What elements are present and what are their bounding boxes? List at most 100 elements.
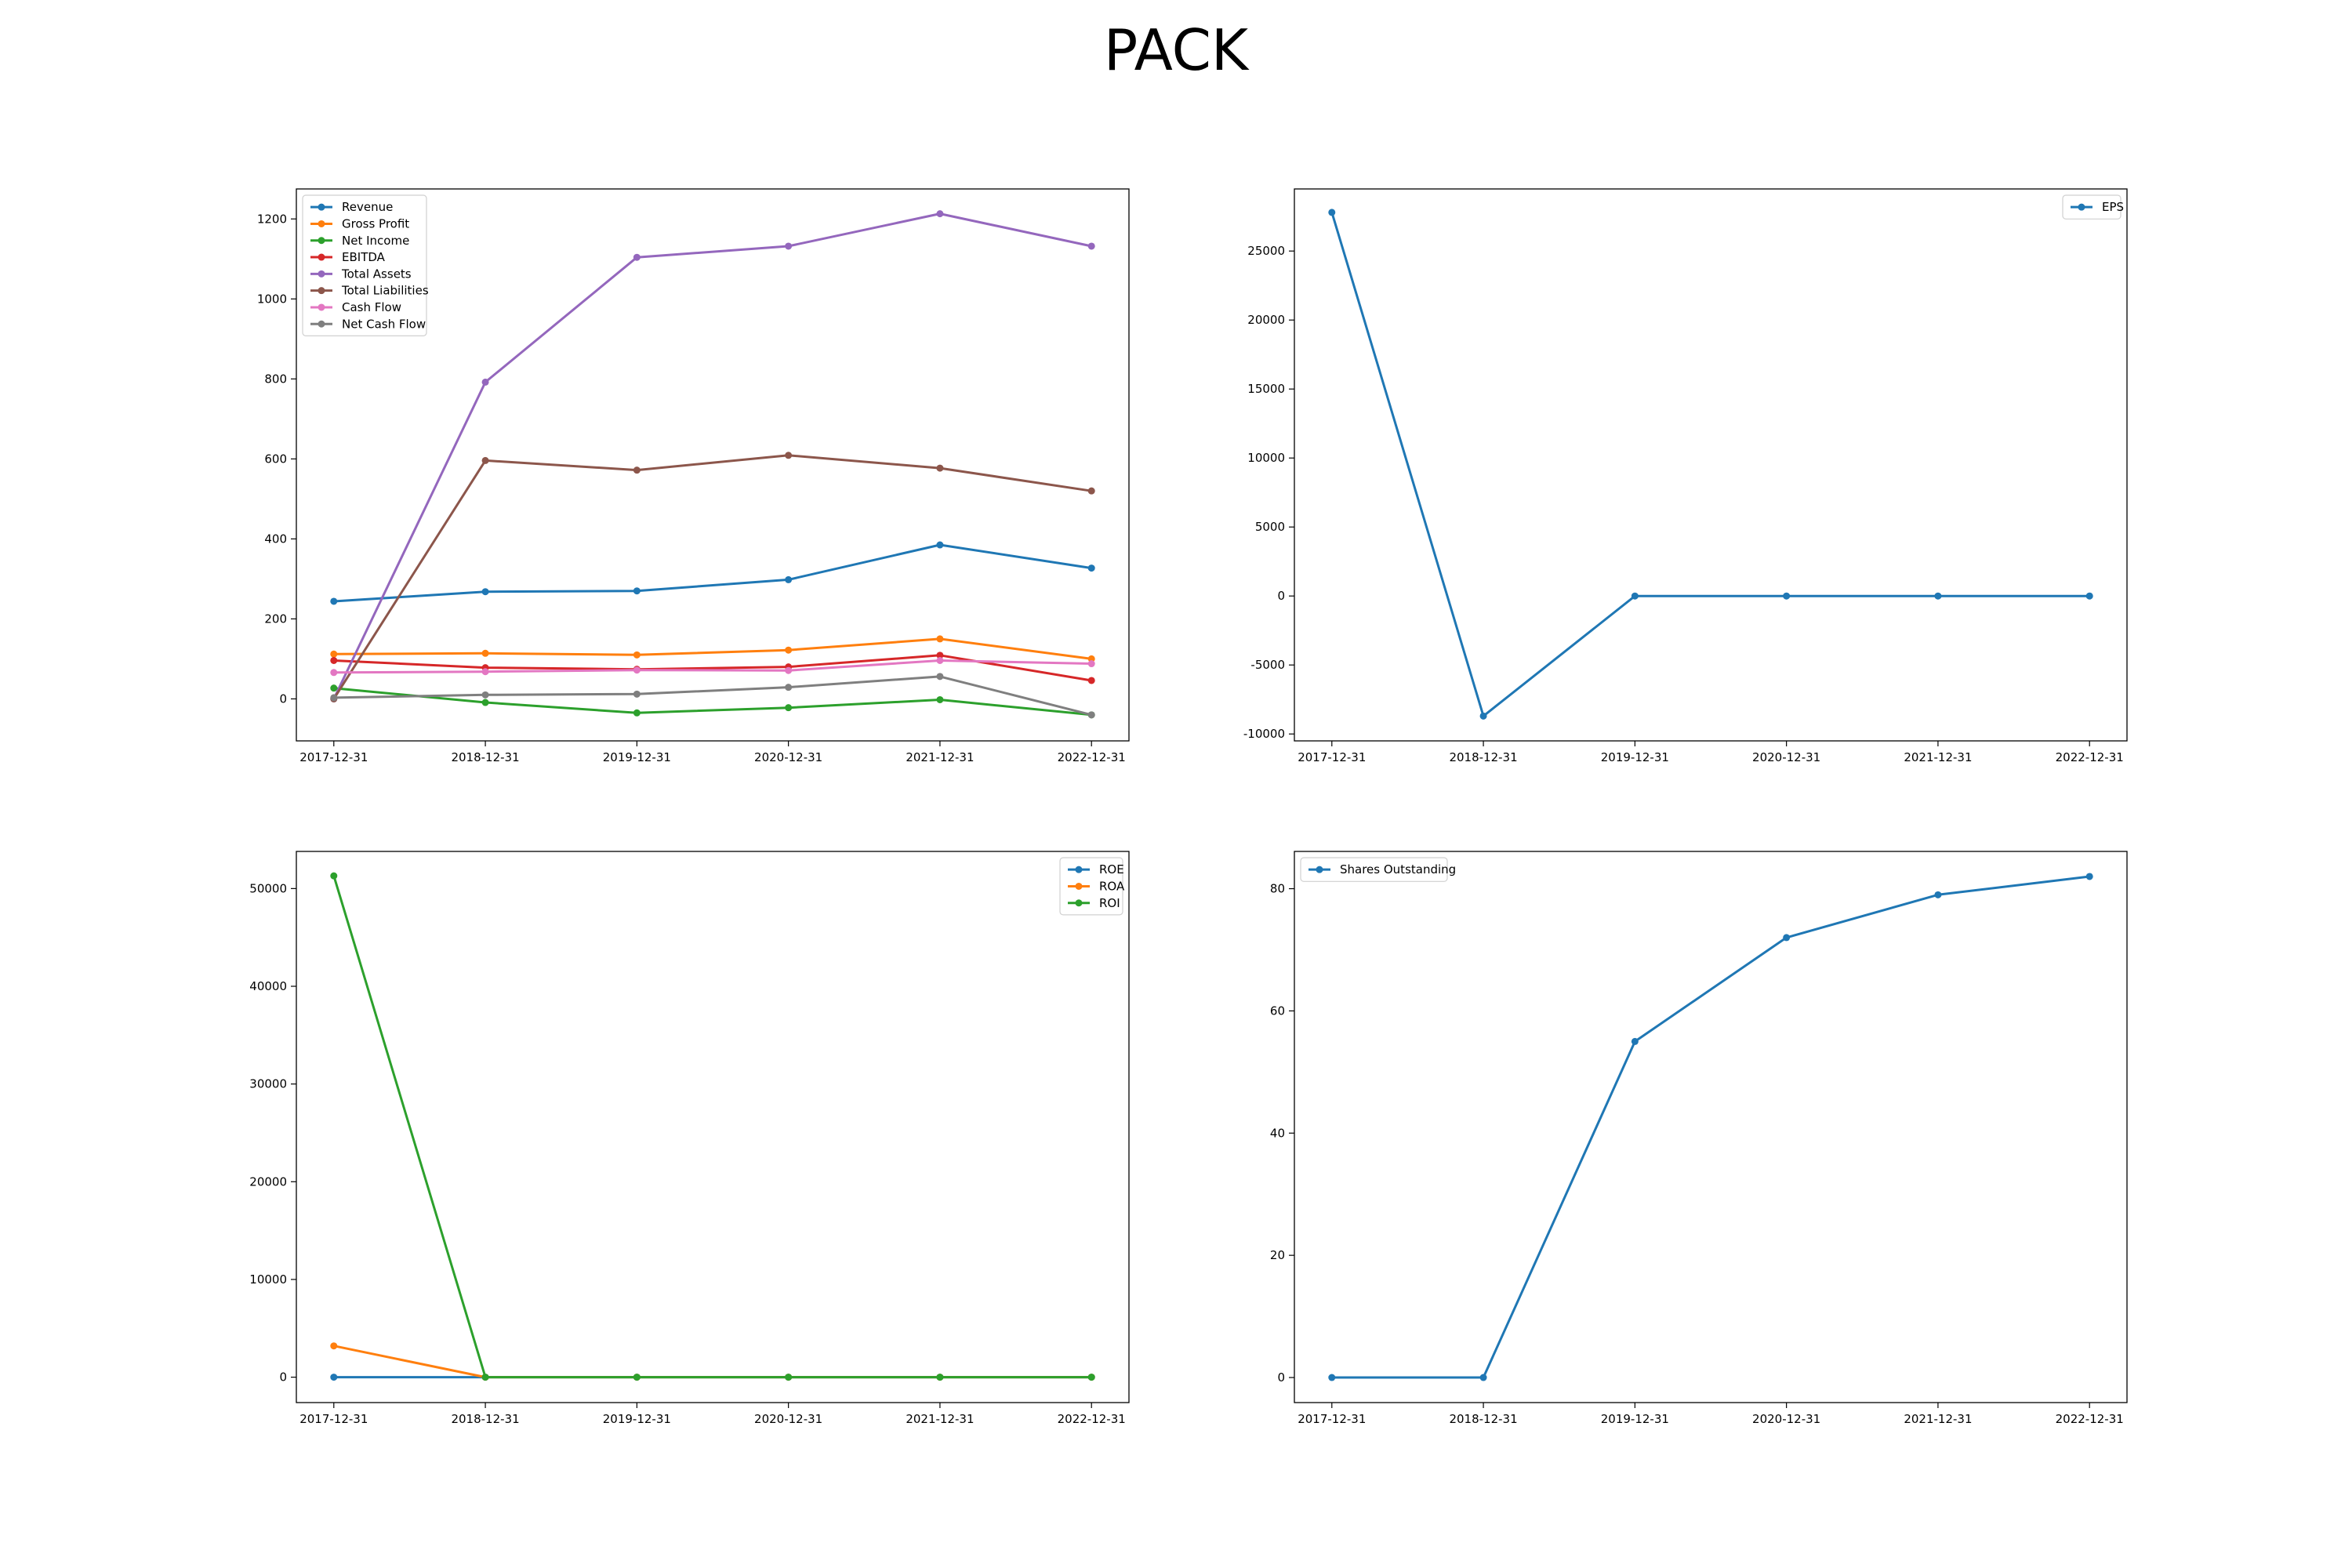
x-tick-label: 2017-12-31 [299, 1412, 368, 1426]
legend-label: ROI [1099, 896, 1120, 910]
x-tick-label: 2020-12-31 [1752, 1412, 1820, 1426]
x-tick-label: 2018-12-31 [1449, 750, 1517, 764]
legend: Revenue Gross Profit Net Income EBITDA Total… [302, 194, 429, 336]
data-point [1783, 592, 1791, 600]
legend-box [1300, 857, 1448, 882]
y-tick-label: -5000 [1250, 658, 1285, 672]
series-line [333, 675, 1092, 717]
y-tick-label: 15000 [1247, 382, 1285, 396]
y-tick-label: 5000 [1255, 520, 1285, 534]
y-tick-label: 60 [1270, 1004, 1285, 1018]
x-tick-label: 2021-12-31 [1904, 750, 1972, 764]
data-point [330, 872, 338, 880]
x-tick-label: 2022-12-31 [1058, 1412, 1126, 1426]
data-point [481, 1374, 489, 1381]
data-point [1479, 712, 1487, 720]
series-line [1330, 212, 2090, 717]
data-point [1328, 209, 1336, 216]
legend-marker [318, 220, 325, 227]
series-line [332, 875, 1092, 1379]
legend-marker [1075, 899, 1083, 907]
y-tick-label: 20000 [1247, 313, 1285, 327]
data-point [1328, 1374, 1336, 1381]
x-tick-label: 2021-12-31 [906, 750, 974, 764]
data-point [1087, 487, 1095, 495]
y-tick-label: 40 [1270, 1126, 1285, 1140]
data-point [936, 695, 944, 703]
data-point [481, 588, 489, 596]
data-point [1934, 891, 1942, 898]
data-point [936, 673, 944, 681]
data-point [330, 1342, 338, 1350]
x-tick-label: 2019-12-31 [1601, 750, 1669, 764]
series-line [332, 212, 1092, 700]
x-tick-label: 2019-12-31 [1601, 1412, 1669, 1426]
y-tick-label: 20000 [249, 1174, 287, 1189]
x-tick-label: 2019-12-31 [603, 750, 671, 764]
data-point [481, 649, 489, 657]
y-tick-label: 10000 [1247, 451, 1285, 465]
chart-2: -10000 -5000 0 5000 10000 15000 20000 25000 2017… [1243, 188, 2128, 764]
data-point [633, 709, 641, 717]
legend-marker [1075, 866, 1083, 873]
legend-box [1059, 857, 1123, 916]
data-point [936, 652, 944, 659]
series-line [333, 659, 1092, 674]
series-revenue [330, 541, 1095, 605]
data-point [785, 684, 793, 691]
legend-label: EPS [2102, 200, 2124, 214]
y-tick-label: 0 [279, 691, 287, 706]
legend: ROE ROA ROI [1059, 857, 1125, 916]
legend-label: Net Income [342, 234, 409, 248]
data-point [785, 242, 793, 250]
data-point [633, 1374, 641, 1381]
legend-label: Total Assets [341, 267, 412, 281]
data-point [330, 1374, 338, 1381]
y-tick-label: 600 [264, 452, 287, 466]
legend-label: ROE [1099, 862, 1124, 877]
legend-label: ROA [1099, 879, 1125, 893]
data-point [481, 699, 489, 706]
series-cash-flow [330, 656, 1095, 677]
data-point [936, 464, 944, 472]
legend-label: Cash Flow [342, 300, 401, 314]
y-tick-label: 30000 [249, 1077, 287, 1091]
data-point [330, 656, 338, 664]
data-point [936, 635, 944, 643]
y-tick-label: 10000 [249, 1272, 287, 1287]
legend-marker [318, 203, 325, 211]
x-tick-label: 2018-12-31 [451, 1412, 519, 1426]
data-point [1934, 592, 1942, 600]
legend: Shares Outstanding [1300, 857, 1456, 882]
data-point [785, 646, 793, 654]
legend-label: Total Liabilities [341, 284, 429, 298]
data-point [936, 1374, 944, 1381]
chart-4: 0 20 40 60 80 2017-12-31 2018-12-31 2019-12-31 2… [1270, 851, 2128, 1426]
data-point [785, 1374, 793, 1381]
data-point [936, 210, 944, 218]
data-point [633, 651, 641, 659]
legend-marker [318, 270, 325, 278]
axes-frame [296, 851, 1130, 1403]
x-tick-label: 2019-12-31 [603, 1412, 671, 1426]
chart-3: 0 10000 20000 30000 40000 50000 2017-12-31 2018… [249, 851, 1130, 1426]
data-point [330, 669, 338, 677]
legend-marker [318, 320, 325, 328]
series-roi [330, 872, 1095, 1381]
legend-box [302, 194, 427, 336]
y-tick-label: 200 [264, 612, 287, 626]
x-tick-label: 2020-12-31 [1752, 750, 1820, 764]
data-point [330, 694, 338, 702]
x-tick-label: 2022-12-31 [2056, 750, 2124, 764]
series-shares-outstanding [1328, 873, 2093, 1381]
x-tick-label: 2022-12-31 [2056, 1412, 2124, 1426]
series-line [333, 543, 1092, 603]
data-point [481, 691, 489, 699]
series-line [333, 637, 1092, 660]
data-point [936, 656, 944, 664]
y-tick-label: 50000 [249, 881, 287, 895]
data-point [1631, 1037, 1639, 1045]
axes-frame [1294, 188, 2128, 742]
